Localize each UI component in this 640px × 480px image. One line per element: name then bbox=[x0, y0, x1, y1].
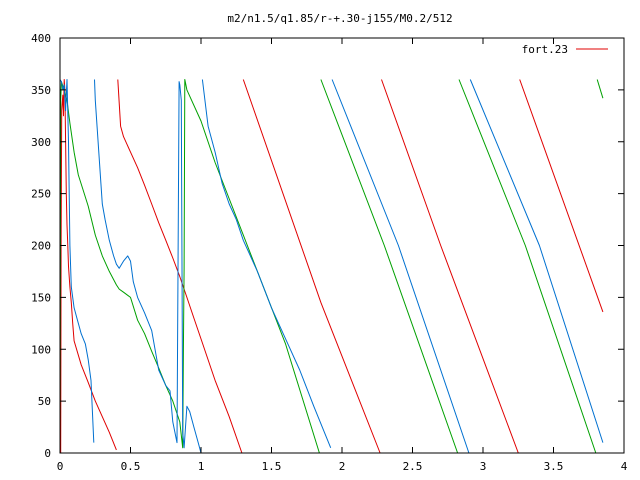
series-line bbox=[381, 79, 519, 454]
axes-layer: 0 0.5 1 1.5 2 2.5 3 3.5 4 0 50 100 150 200 250 300 350 40… bbox=[31, 32, 628, 473]
y-tick-label: 50 bbox=[38, 395, 51, 408]
series-line bbox=[469, 79, 604, 443]
y-tick-label: 300 bbox=[31, 136, 51, 149]
x-tick-label: 3.5 bbox=[544, 460, 564, 473]
y-tick-label: 350 bbox=[31, 84, 51, 97]
y-tick-label: 400 bbox=[31, 32, 51, 45]
series-line bbox=[458, 79, 597, 454]
series-line bbox=[331, 79, 470, 454]
series-layer bbox=[59, 79, 604, 454]
y-tick-label: 150 bbox=[31, 291, 51, 304]
series-line bbox=[519, 79, 604, 313]
series-line bbox=[59, 79, 95, 443]
y-tick-label: 200 bbox=[31, 240, 51, 253]
legend: fort.23 bbox=[522, 43, 608, 56]
series-line bbox=[201, 79, 332, 448]
series-line bbox=[117, 79, 243, 454]
x-tick-label: 2 bbox=[339, 460, 346, 473]
x-tick-label: 1.5 bbox=[262, 460, 282, 473]
x-tick-label: 2.5 bbox=[403, 460, 423, 473]
series-line bbox=[59, 79, 320, 454]
y-tick-label: 100 bbox=[31, 343, 51, 356]
series-line bbox=[320, 79, 459, 454]
series-line bbox=[242, 79, 381, 454]
series-line bbox=[596, 79, 604, 99]
x-tick-label: 4 bbox=[621, 460, 628, 473]
series-line bbox=[94, 79, 202, 454]
series-3 bbox=[59, 79, 604, 454]
x-tick-label: 0.5 bbox=[121, 460, 141, 473]
y-tick-label: 0 bbox=[44, 447, 51, 460]
legend-label: fort.23 bbox=[522, 43, 568, 56]
y-tick-label: 250 bbox=[31, 188, 51, 201]
x-tick-label: 0 bbox=[57, 460, 64, 473]
series-2 bbox=[59, 79, 604, 454]
x-tick-label: 3 bbox=[480, 460, 487, 473]
x-tick-label: 1 bbox=[198, 460, 205, 473]
chart-title: m2/n1.5/q1.85/r-+.30-j155/M0.2/512 bbox=[227, 12, 452, 25]
